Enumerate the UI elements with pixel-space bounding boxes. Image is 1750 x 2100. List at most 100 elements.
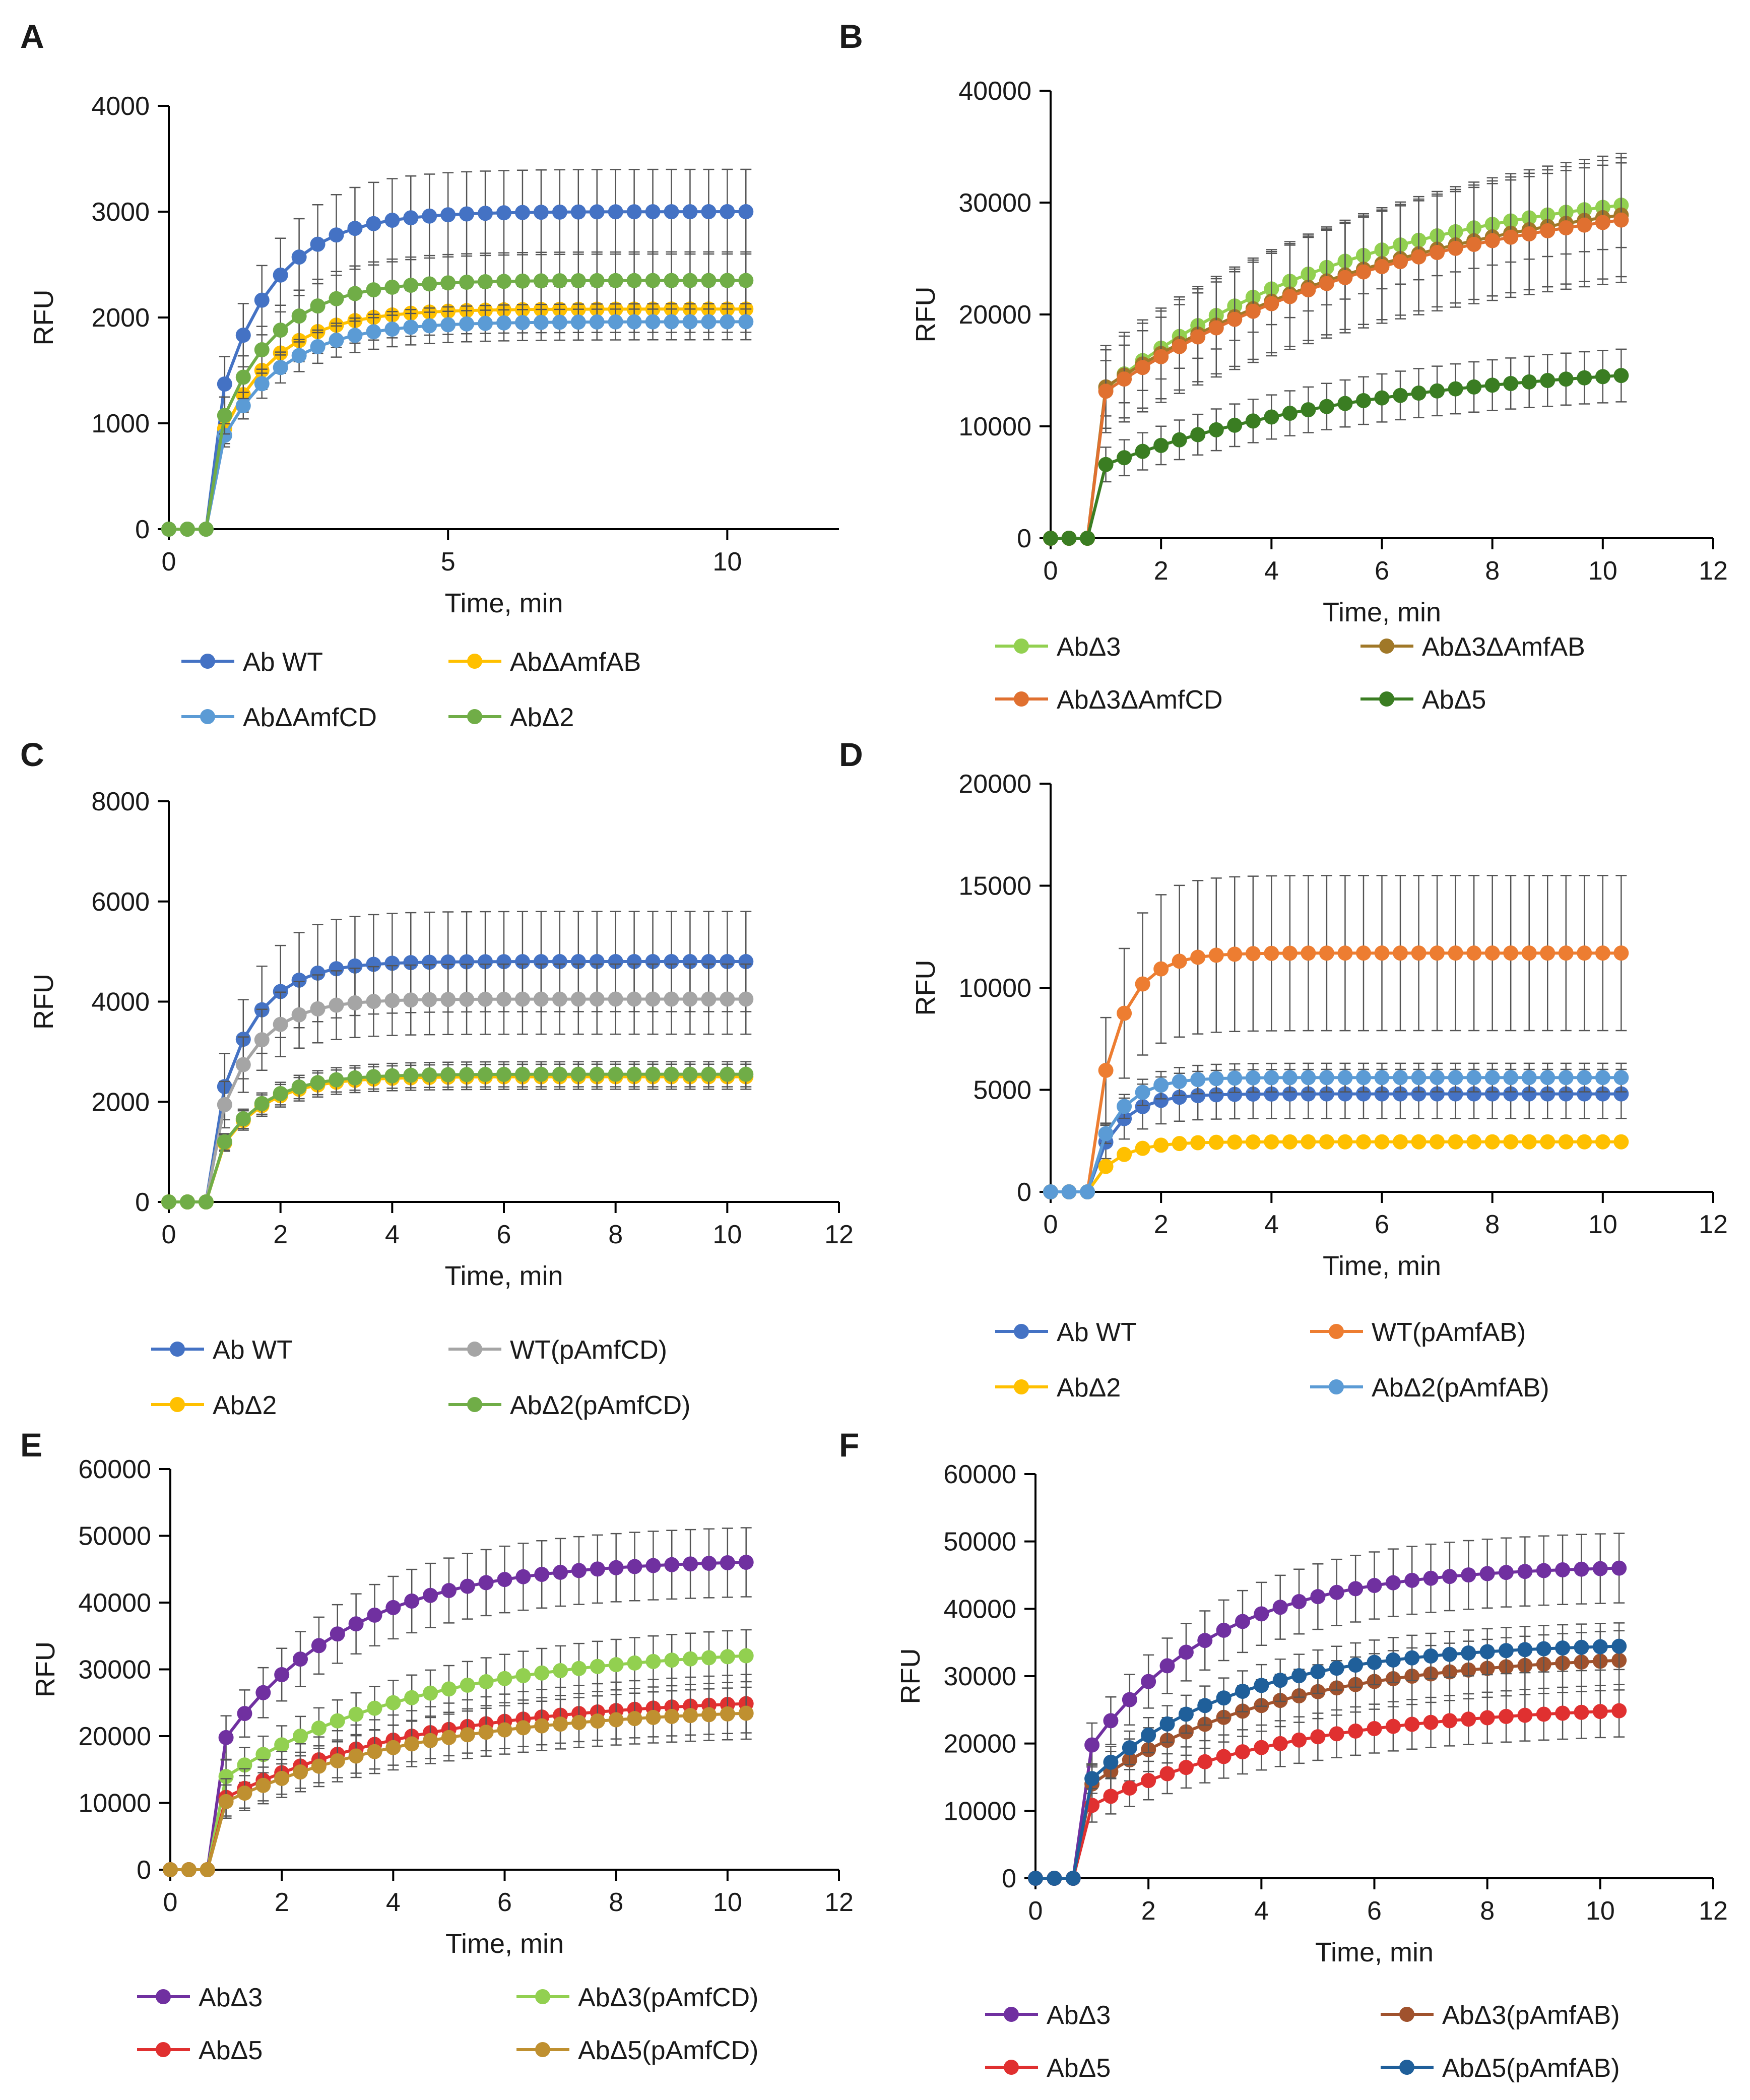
data-point [478, 991, 493, 1007]
data-point [701, 1650, 717, 1666]
data-point [329, 1072, 344, 1088]
x-tick-label: 8 [1485, 1210, 1500, 1239]
data-point [163, 1862, 178, 1877]
panel-letter: D [839, 736, 863, 773]
data-point [1385, 1652, 1401, 1668]
data-point [347, 1070, 363, 1086]
data-point [1178, 1760, 1194, 1775]
data-point [422, 208, 437, 224]
series-line [169, 307, 746, 531]
data-point [330, 1753, 345, 1769]
data-point [1190, 1088, 1206, 1104]
x-tick-label: 0 [1028, 1896, 1043, 1926]
data-point [1503, 229, 1519, 245]
data-point [590, 1713, 605, 1729]
data-point [1227, 311, 1243, 327]
data-point [1393, 254, 1408, 270]
legend-item: AbΔ3 [137, 1983, 263, 2012]
data-point [682, 314, 698, 330]
y-tick-label: 20000 [958, 770, 1031, 799]
legend-swatch-marker [1379, 691, 1394, 707]
data-point [293, 1764, 308, 1780]
data-point [1461, 1645, 1476, 1661]
data-point [347, 328, 363, 343]
data-point [1367, 1654, 1382, 1670]
data-point [1122, 1692, 1137, 1707]
data-point [1153, 961, 1169, 977]
data-point [1190, 329, 1206, 345]
x-tick-label: 4 [1264, 1210, 1279, 1239]
data-point [330, 1713, 345, 1729]
data-point [1385, 1719, 1401, 1734]
data-point [329, 333, 344, 348]
data-point [1355, 264, 1371, 280]
data-point [1282, 406, 1298, 421]
data-point [1282, 289, 1298, 304]
x-axis-title: Time, min [444, 588, 563, 618]
data-point [423, 1733, 438, 1748]
data-point [293, 1651, 308, 1667]
data-point [1479, 1710, 1495, 1726]
data-point [348, 1748, 364, 1764]
data-point [1448, 945, 1463, 961]
data-point [310, 965, 326, 981]
data-point [701, 954, 717, 970]
data-point [496, 315, 511, 331]
data-point [1159, 1658, 1175, 1674]
y-tick-label: 3000 [91, 198, 150, 227]
x-tick-label: 12 [1699, 1210, 1728, 1239]
series-line [170, 1711, 746, 1871]
data-point [1337, 1134, 1353, 1150]
data-point [1536, 1563, 1551, 1578]
data-point [1448, 240, 1463, 256]
data-point [1385, 1575, 1401, 1590]
data-point [1613, 945, 1629, 961]
data-point [1503, 945, 1519, 961]
data-point [1595, 1134, 1610, 1150]
x-axis-title: Time, min [444, 1261, 563, 1291]
data-point [1404, 1716, 1420, 1732]
data-point [738, 204, 754, 220]
data-point [384, 956, 400, 971]
data-point [254, 1032, 270, 1048]
data-point [1499, 1708, 1514, 1724]
data-point [1540, 223, 1555, 238]
data-point [1503, 375, 1519, 391]
data-point [514, 273, 530, 289]
data-point [440, 1067, 456, 1083]
legend-swatch-marker [200, 654, 215, 669]
data-point [1521, 1134, 1537, 1150]
series-line [169, 1072, 746, 1203]
data-point [1245, 413, 1261, 429]
legend-swatch-marker [467, 1342, 482, 1357]
data-point [1595, 369, 1610, 385]
legend-item: AbΔ2 [995, 1373, 1121, 1403]
data-point [1135, 1085, 1150, 1100]
data-point [534, 1718, 550, 1734]
data-point [366, 994, 381, 1009]
legend-item: AbΔ3ΔAmfAB [1360, 632, 1585, 662]
data-point [310, 339, 326, 354]
data-point [403, 278, 419, 293]
y-tick-label: 20000 [958, 300, 1031, 330]
y-tick-label: 50000 [78, 1522, 151, 1551]
x-tick-label: 10 [1586, 1896, 1615, 1926]
y-tick-label: 6000 [91, 887, 150, 917]
data-point [664, 1708, 680, 1724]
legend-label: AbΔ3 [1047, 2001, 1111, 2030]
data-point [422, 954, 437, 970]
y-tick-label: 0 [1017, 524, 1031, 553]
data-point [1047, 1871, 1062, 1886]
y-axis-title: RFU [911, 960, 941, 1016]
data-point [1028, 1871, 1043, 1886]
data-point [1153, 1137, 1169, 1153]
data-point [1517, 1707, 1533, 1723]
legend-item: AbΔAmfCD [181, 703, 377, 732]
data-point [1065, 1871, 1081, 1886]
data-point [1159, 1766, 1175, 1781]
legend-label: AbΔ3(pAmfCD) [578, 1983, 758, 2012]
data-point [1190, 949, 1206, 965]
y-axis-title: RFU [29, 290, 59, 346]
data-point [1595, 945, 1610, 961]
data-point [1197, 1754, 1213, 1769]
